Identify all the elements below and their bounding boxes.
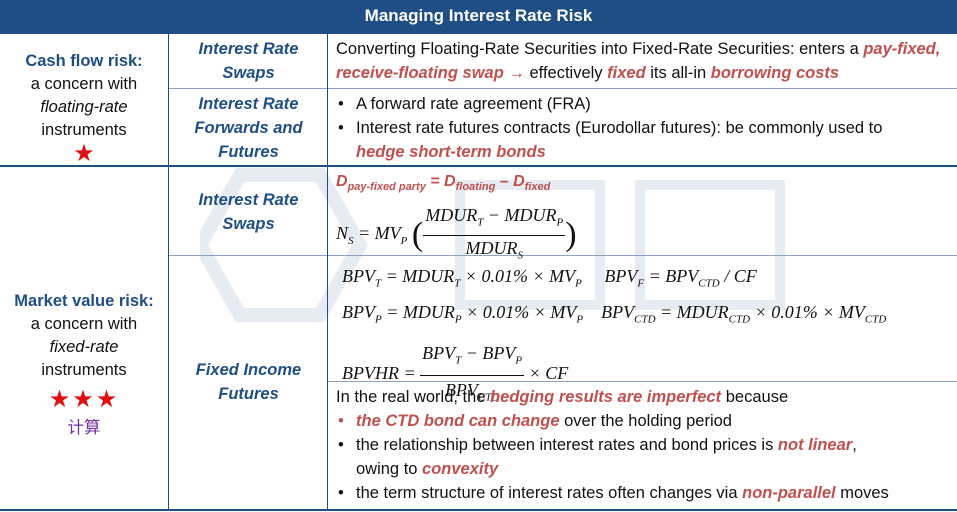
swaps-text: its all-in <box>645 64 711 82</box>
cash-flow-risk-line2: floating-rate <box>40 98 128 116</box>
divider <box>0 165 957 167</box>
forwards-label-line3: Futures <box>218 143 279 161</box>
futures-label-line2: Futures <box>218 385 279 403</box>
forwards-description: A forward rate agreement (FRA) Interest … <box>328 92 957 164</box>
market-value-risk-title: Market value risk: <box>14 292 154 310</box>
divider <box>327 381 957 382</box>
swaps-text: effectively <box>529 64 608 82</box>
swaps-description: Converting Floating-Rate Securities into… <box>328 37 957 85</box>
hedging-intro: In the real world, the hedging results a… <box>336 388 789 406</box>
market-value-risk-line2: fixed-rate <box>49 338 119 356</box>
cash-flow-risk-title: Cash flow risk: <box>25 52 143 70</box>
forwards-label-line2: Forwards and <box>194 119 303 137</box>
fixed-income-futures-label: Fixed Income Futures <box>170 358 327 406</box>
swaps-label-line2: Swaps <box>222 64 275 82</box>
divider <box>168 88 957 89</box>
divider <box>168 32 169 510</box>
market-value-risk-line3: instruments <box>41 361 127 379</box>
market-value-risk-cell: Market value risk: a concern with fixed-… <box>0 290 168 439</box>
cash-flow-risk-cell: Cash flow risk: a concern with floating-… <box>0 50 168 166</box>
swaps-label-line2: Swaps <box>222 215 275 233</box>
swaps-label-line1: Interest Rate <box>198 40 299 58</box>
list-item: A forward rate agreement (FRA) <box>336 92 957 116</box>
star-icon: ★ <box>73 140 95 167</box>
arrow-icon: → <box>503 64 530 82</box>
divider <box>168 255 957 256</box>
futures-label-line1: Fixed Income <box>195 361 302 379</box>
forwards-label-line1: Interest Rate <box>198 95 299 113</box>
list-item: the relationship between interest rates … <box>336 433 957 481</box>
divider <box>327 32 328 510</box>
cash-flow-risk-line1: a concern with <box>30 75 138 93</box>
swaps-highlight: fixed <box>607 64 646 82</box>
bullet-text: Interest rate futures contracts (Eurodol… <box>356 119 883 137</box>
swaps-highlight: pay-fixed, receive-floating swap <box>336 40 941 82</box>
swaps-label-line1: Interest Rate <box>198 191 299 209</box>
bpvhr-formula: BPVHR = BPVT − BPVP BPVCTD × CF <box>342 339 957 411</box>
divider <box>0 509 957 511</box>
calculation-note: 计算 <box>67 418 101 437</box>
swaps-duration-formula: Dpay-fixed party = Dfloating – Dfixed NS… <box>328 170 957 267</box>
list-item: the CTD bond can change over the holding… <box>336 409 957 433</box>
slide-title: Managing Interest Rate Risk <box>0 0 957 32</box>
forwards-futures-label: Interest Rate Forwards and Futures <box>170 92 327 164</box>
star-icon: ★★★ <box>48 386 120 413</box>
swaps-duration-label: Interest Rate Swaps <box>170 188 327 236</box>
list-item: Interest rate futures contracts (Eurodol… <box>336 116 957 164</box>
swaps-label: Interest Rate Swaps <box>170 37 327 85</box>
bpv-formulas: BPVT = MDURT × 0.01% × MVP BPVF = BPVCTD… <box>328 262 957 411</box>
cash-flow-risk-line3: instruments <box>41 121 127 139</box>
list-item: the term structure of interest rates oft… <box>336 481 957 505</box>
duration-formula: Dpay-fixed party = Dfloating – Dfixed <box>336 173 551 194</box>
notional-formula: NS = MVP (MDURT − MDURP MDURS) <box>336 205 577 262</box>
market-value-risk-line1: a concern with <box>30 315 138 333</box>
bullet-highlight: hedge short-term bonds <box>356 143 546 161</box>
swaps-text: Converting Floating-Rate Securities into… <box>336 40 864 58</box>
imperfect-hedging-text: In the real world, the hedging results a… <box>328 385 957 505</box>
swaps-highlight: borrowing costs <box>710 64 840 82</box>
bpv-formula-line2: BPVP = MDURP × 0.01% × MVP BPVCTD = MDUR… <box>342 301 887 326</box>
bpv-formula-line1: BPVT = MDURT × 0.01% × MVP BPVF = BPVCTD… <box>342 266 757 290</box>
divider <box>0 32 957 34</box>
